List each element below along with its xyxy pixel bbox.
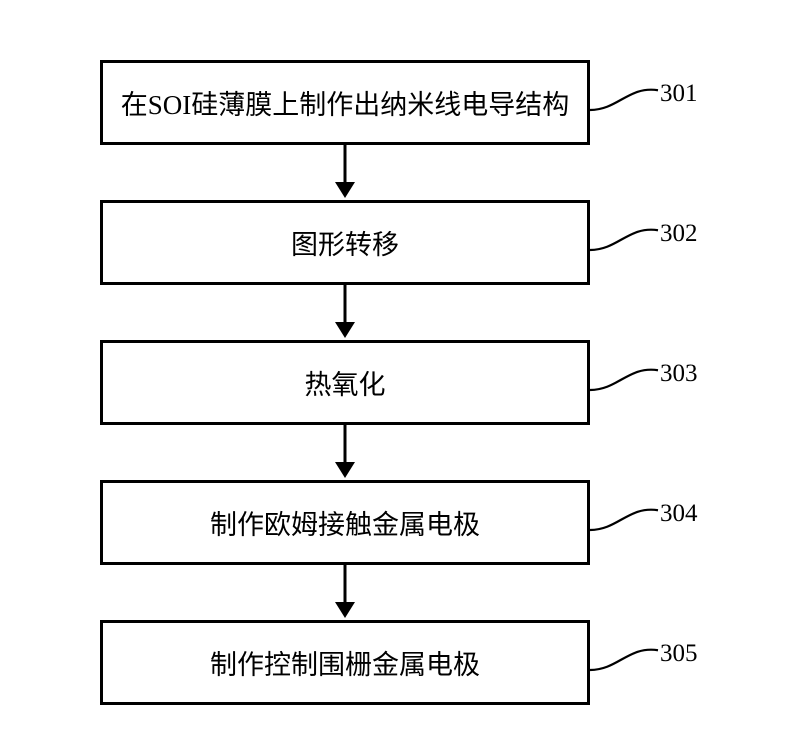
- leader-curve: [590, 70, 660, 115]
- flow-step-text: 制作欧姆接触金属电极: [210, 503, 480, 542]
- flow-step-5: 制作控制围栅金属电极: [100, 620, 590, 705]
- flow-step-text: 制作控制围栅金属电极: [210, 643, 480, 682]
- flow-step-3: 热氧化: [100, 340, 590, 425]
- step-label-2: 302: [660, 220, 698, 248]
- arrow-line: [344, 145, 347, 182]
- arrow-line: [344, 425, 347, 462]
- step-label-3: 303: [660, 360, 698, 388]
- leader-curve: [590, 490, 660, 535]
- flow-step-1: 在SOI硅薄膜上制作出纳米线电导结构: [100, 60, 590, 145]
- arrow-head-icon: [335, 602, 355, 618]
- leader-curve: [590, 210, 660, 255]
- step-label-4: 304: [660, 500, 698, 528]
- flow-step-4: 制作欧姆接触金属电极: [100, 480, 590, 565]
- arrow-head-icon: [335, 322, 355, 338]
- leader-curve: [590, 630, 660, 675]
- flow-step-text: 热氧化: [305, 363, 386, 402]
- step-label-1: 301: [660, 80, 698, 108]
- arrow-line: [344, 285, 347, 322]
- flow-step-2: 图形转移: [100, 200, 590, 285]
- flow-step-text: 在SOI硅薄膜上制作出纳米线电导结构: [121, 83, 570, 122]
- arrow-head-icon: [335, 182, 355, 198]
- arrow-line: [344, 565, 347, 602]
- leader-curve: [590, 350, 660, 395]
- step-label-5: 305: [660, 640, 698, 668]
- flow-step-text: 图形转移: [291, 223, 399, 262]
- arrow-head-icon: [335, 462, 355, 478]
